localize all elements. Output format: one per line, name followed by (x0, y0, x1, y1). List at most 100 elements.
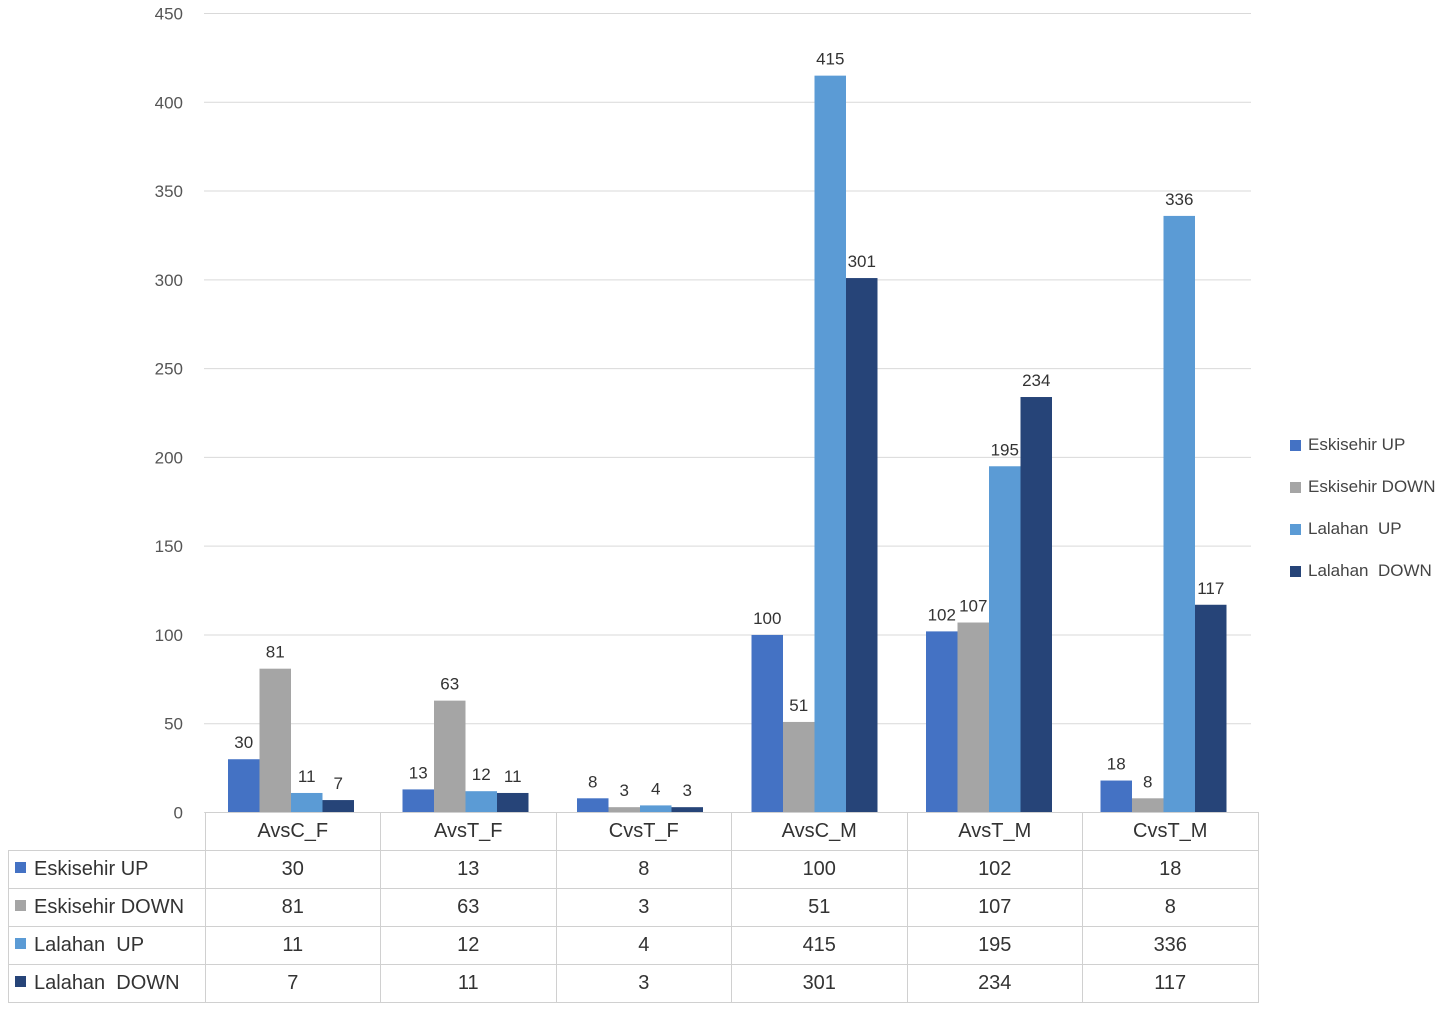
table-cell: 11 (380, 964, 557, 1003)
data-label: 30 (234, 733, 253, 752)
table-cell: 102 (906, 850, 1083, 889)
bar-CvsT_M-lalahan-down (1195, 604, 1227, 813)
table-cell: 107 (906, 888, 1083, 927)
table-cell: 51 (731, 888, 908, 927)
data-label: 3 (683, 781, 692, 800)
bar-AvsT_M-eskisehir-down (957, 622, 989, 813)
data-table: AvsC_F AvsT_F CvsT_F AvsC_M AvsT_M CvsT_M Eski… (8, 812, 1259, 1003)
y-tick-label: 50 (164, 715, 183, 734)
data-label: 18 (1107, 755, 1126, 774)
x-category-label: AvsC_M (731, 812, 908, 851)
table-row-header: Lalahan DOWN (8, 964, 206, 1003)
data-label: 336 (1165, 190, 1193, 209)
bar-CvsT_F-eskisehir-up (577, 798, 609, 813)
table-row: Eskisehir UP 30 13 8 100 102 18 (8, 850, 1259, 889)
data-label: 4 (651, 779, 660, 798)
legend-label: Eskisehir DOWN (1308, 477, 1436, 496)
legend-label: Lalahan DOWN (1308, 561, 1432, 580)
table-row-header: Eskisehir DOWN (8, 888, 206, 927)
series-swatch (15, 862, 26, 874)
gridlines (204, 13, 1251, 813)
data-label: 11 (298, 767, 316, 786)
data-label: 415 (816, 50, 844, 69)
series-swatch (15, 976, 26, 988)
legend-swatch (1290, 565, 1301, 577)
x-category-label: AvsT_F (380, 812, 557, 851)
x-category-label: AvsC_F (204, 812, 381, 851)
x-category-label: AvsT_M (906, 812, 1083, 851)
table-cell: 336 (1082, 926, 1259, 965)
data-label: 7 (334, 774, 343, 793)
x-category-label: CvsT_F (555, 812, 732, 851)
bar-AvsT_M-lalahan-down (1020, 397, 1052, 813)
table-cell: 11 (204, 926, 381, 965)
data-label: 117 (1197, 579, 1224, 598)
table-row: Lalahan UP 11 12 4 415 195 336 (8, 926, 1259, 965)
table-cell: 8 (555, 850, 732, 889)
table-cell: 3 (555, 964, 732, 1003)
y-tick-label: 150 (155, 537, 183, 556)
data-label: 8 (1143, 772, 1152, 791)
bar-CvsT_F-lalahan-up (640, 805, 672, 813)
table-cell: 81 (204, 888, 381, 927)
legend-label: Eskisehir UP (1308, 435, 1406, 454)
legend-item: Eskisehir DOWN (1290, 466, 1436, 508)
x-category-label: CvsT_M (1082, 812, 1259, 851)
y-tick-label: 250 (155, 360, 183, 379)
data-label: 63 (440, 675, 459, 694)
bar-AvsC_F-lalahan-up (291, 792, 323, 813)
data-label: 195 (991, 440, 1019, 459)
data-label: 102 (928, 605, 956, 624)
bar-AvsT_F-lalahan-down (497, 792, 529, 813)
table-row: Lalahan DOWN 7 11 3 301 234 117 (8, 964, 1259, 1003)
table-cell: 4 (555, 926, 732, 965)
y-tick-label: 300 (155, 271, 183, 290)
data-label: 100 (753, 609, 781, 628)
table-cell: 195 (906, 926, 1083, 965)
table-cell: 3 (555, 888, 732, 927)
bars (228, 75, 1227, 813)
bar-CvsT_F-eskisehir-down (608, 807, 640, 813)
y-tick-label: 350 (155, 182, 183, 201)
data-label: 107 (959, 597, 987, 616)
bar-AvsT_F-eskisehir-down (434, 700, 466, 813)
table-cell: 301 (731, 964, 908, 1003)
series-name: Eskisehir DOWN (34, 896, 185, 918)
table-cell: 7 (204, 964, 381, 1003)
table-cell: 100 (731, 850, 908, 889)
table-cell: 415 (731, 926, 908, 965)
table-cell: 30 (204, 850, 381, 889)
data-label: 234 (1022, 371, 1050, 390)
bar-AvsT_M-eskisehir-up (926, 631, 958, 813)
y-tick-label: 450 (155, 5, 183, 24)
series-name: Lalahan DOWN (34, 972, 180, 994)
table-cell: 8 (1082, 888, 1259, 927)
y-tick-label: 100 (155, 626, 183, 645)
table-corner (8, 812, 206, 851)
series-name: Eskisehir UP (34, 858, 149, 880)
legend-swatch (1290, 523, 1301, 535)
bar-CvsT_F-lalahan-down (671, 807, 703, 813)
bar-AvsC_F-eskisehir-up (228, 759, 260, 813)
bar-AvsC_M-eskisehir-down (783, 721, 815, 813)
legend: Eskisehir UP Eskisehir DOWN Lalahan UP Lala… (1290, 424, 1436, 592)
table-cell: 13 (380, 850, 557, 889)
legend-swatch (1290, 481, 1301, 493)
bar-AvsC_F-lalahan-down (322, 800, 354, 813)
bar-CvsT_M-eskisehir-up (1100, 780, 1132, 813)
series-name: Lalahan UP (34, 934, 145, 956)
bar-AvsC_M-eskisehir-up (751, 634, 783, 813)
bar-AvsT_F-lalahan-up (465, 791, 497, 813)
legend-swatch (1290, 439, 1301, 451)
data-label: 13 (409, 763, 428, 782)
series-swatch (15, 938, 26, 950)
table-row-header: Eskisehir UP (8, 850, 206, 889)
bar-AvsT_M-lalahan-up (989, 466, 1021, 813)
data-label: 11 (504, 767, 522, 786)
legend-item: Lalahan DOWN (1290, 550, 1436, 592)
y-tick-label: 200 (155, 448, 183, 467)
data-label: 51 (789, 696, 808, 715)
y-tick-label: 400 (155, 93, 183, 112)
